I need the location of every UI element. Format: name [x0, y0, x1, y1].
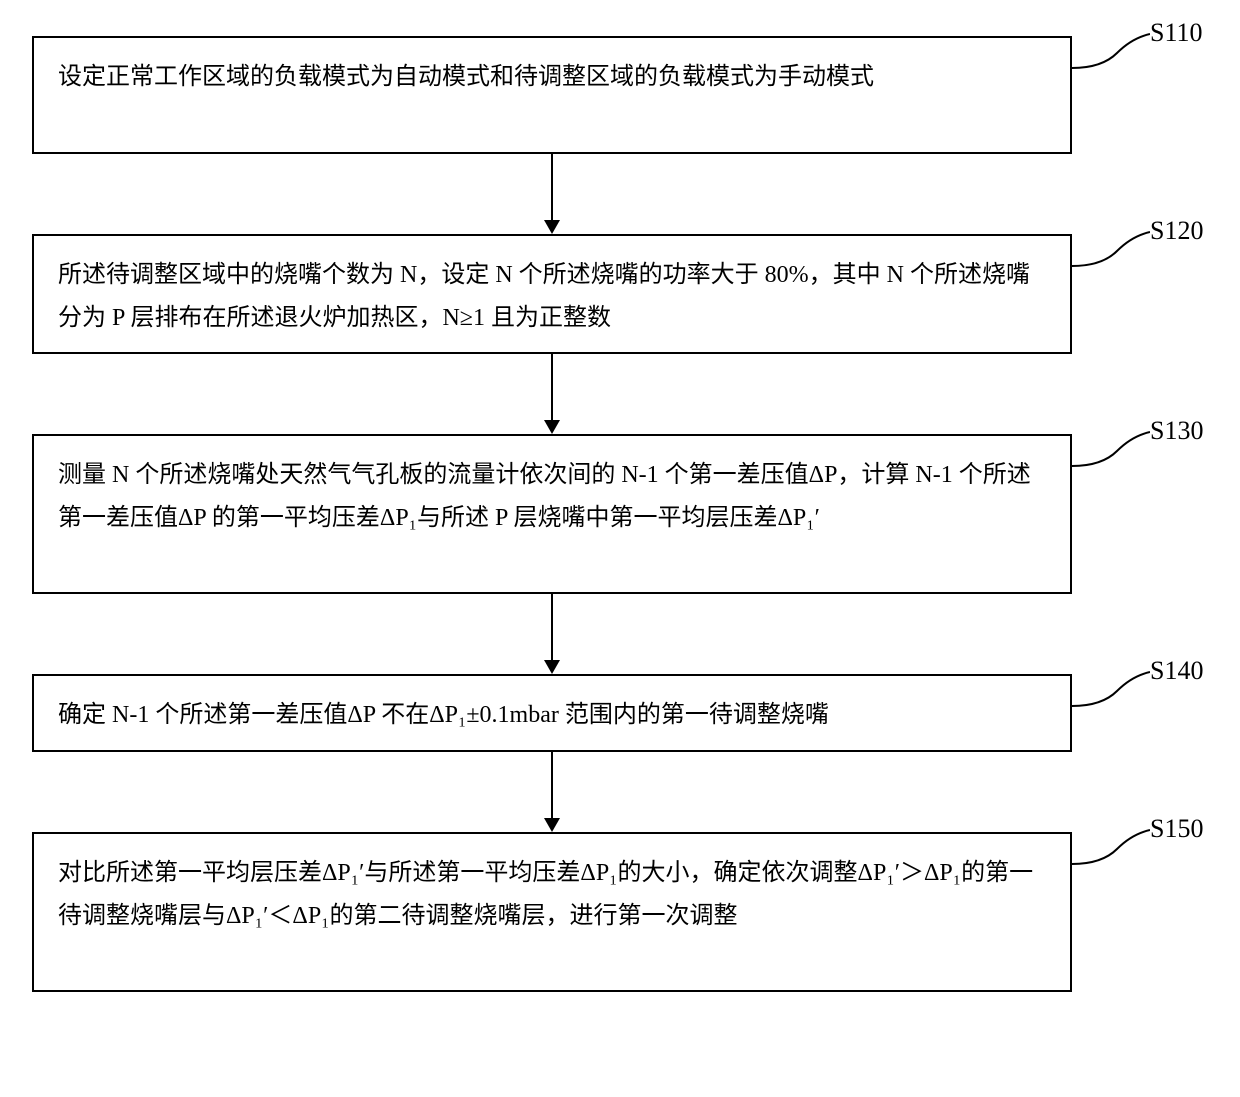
step-box-s120: 所述待调整区域中的烧嘴个数为 N，设定 N 个所述烧嘴的功率大于 80%，其中 …	[32, 234, 1072, 354]
arrow-line	[551, 154, 553, 220]
arrow-line	[551, 594, 553, 660]
step-label-s110: S110	[1150, 18, 1203, 48]
arrow-line	[551, 354, 553, 420]
step-label-s130: S130	[1150, 416, 1203, 446]
label-connector-s110	[1072, 28, 1150, 78]
arrow-head-icon	[544, 420, 560, 434]
step-text: 确定 N-1 个所述第一差压值ΔP 不在ΔP₁±0.1mbar 范围内的第一待调…	[58, 702, 829, 728]
arrow-s110-s120	[32, 154, 1072, 234]
label-connector-s140	[1072, 666, 1150, 716]
arrow-head-icon	[544, 818, 560, 832]
step-label-s140: S140	[1150, 656, 1203, 686]
step-box-s140: 确定 N-1 个所述第一差压值ΔP 不在ΔP₁±0.1mbar 范围内的第一待调…	[32, 674, 1072, 752]
step-text: 对比所述第一平均层压差ΔP₁′与所述第一平均压差ΔP₁的大小，确定依次调整ΔP₁…	[58, 860, 1033, 929]
flowchart-container: 设定正常工作区域的负载模式为自动模式和待调整区域的负载模式为手动模式 S110 …	[0, 0, 1240, 1097]
arrow-s140-s150	[32, 752, 1072, 832]
label-connector-s150	[1072, 824, 1150, 874]
step-box-s110: 设定正常工作区域的负载模式为自动模式和待调整区域的负载模式为手动模式	[32, 36, 1072, 154]
step-text: 测量 N 个所述烧嘴处天然气气孔板的流量计依次间的 N-1 个第一差压值ΔP，计…	[58, 462, 1031, 531]
arrow-s130-s140	[32, 594, 1072, 674]
step-box-s150: 对比所述第一平均层压差ΔP₁′与所述第一平均压差ΔP₁的大小，确定依次调整ΔP₁…	[32, 832, 1072, 992]
arrow-head-icon	[544, 220, 560, 234]
label-connector-s120	[1072, 226, 1150, 276]
step-box-s130: 测量 N 个所述烧嘴处天然气气孔板的流量计依次间的 N-1 个第一差压值ΔP，计…	[32, 434, 1072, 594]
label-connector-s130	[1072, 426, 1150, 476]
step-label-s120: S120	[1150, 216, 1203, 246]
step-text: 设定正常工作区域的负载模式为自动模式和待调整区域的负载模式为手动模式	[58, 64, 874, 90]
step-text: 所述待调整区域中的烧嘴个数为 N，设定 N 个所述烧嘴的功率大于 80%，其中 …	[58, 262, 1030, 331]
arrow-head-icon	[544, 660, 560, 674]
step-label-s150: S150	[1150, 814, 1203, 844]
arrow-s120-s130	[32, 354, 1072, 434]
arrow-line	[551, 752, 553, 818]
